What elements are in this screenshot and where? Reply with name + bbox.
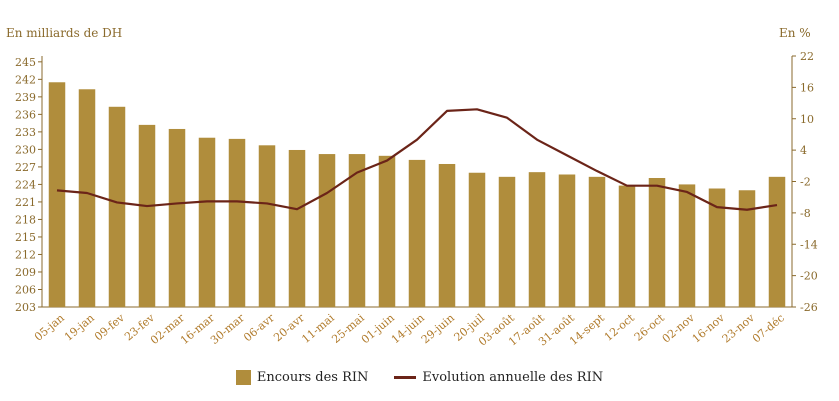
left-tick-label: 203 [15, 301, 36, 314]
bar [168, 128, 186, 307]
bar [618, 185, 636, 307]
x-tick-label: 11-mai [299, 311, 337, 346]
right-tick-label: -14 [800, 238, 818, 251]
left-tick-label: 236 [15, 108, 36, 121]
bar [498, 176, 516, 307]
bar [678, 184, 696, 307]
left-tick-label: 206 [15, 283, 36, 296]
left-tick-label: 224 [15, 178, 36, 191]
legend-bar-label: Encours des RIN [256, 370, 369, 385]
left-tick-label: 212 [15, 248, 36, 261]
bar [708, 188, 726, 307]
x-tick-label: 14-juin [389, 311, 427, 346]
x-tick-label: 06-avr [241, 311, 277, 344]
legend-line-label: Evolution annuelle des RIN [422, 370, 604, 385]
chart-legend: Encours des RIN Evolution annuelle des R… [0, 370, 839, 385]
right-tick-label: -2 [800, 176, 811, 189]
left-tick-label: 245 [15, 56, 36, 69]
left-axis-unit-label: En milliards de DH [6, 26, 123, 40]
x-tick-label: 29-juin [419, 311, 457, 346]
x-tick-label: 05-jan [32, 311, 67, 343]
legend-bar-swatch [235, 370, 251, 385]
bar [378, 155, 396, 307]
bar [198, 137, 216, 307]
bar [78, 89, 96, 307]
bar [528, 172, 546, 307]
bar [468, 172, 486, 307]
bar [408, 159, 426, 307]
x-tick-label: 23-nov [720, 311, 758, 346]
right-tick-label: -26 [800, 301, 818, 314]
x-tick-label: 12-oct [602, 311, 638, 344]
x-tick-label: 02-nov [660, 311, 698, 346]
right-tick-label: 16 [800, 81, 814, 94]
left-tick-label: 215 [15, 231, 36, 244]
legend-line-swatch [394, 376, 417, 379]
right-tick-label: 4 [800, 144, 807, 157]
bar [648, 177, 666, 307]
left-tick-label: 239 [15, 91, 36, 104]
bar [588, 176, 606, 307]
bar [768, 176, 786, 307]
x-tick-label: 07-déc [750, 311, 787, 345]
left-tick-label: 218 [15, 213, 36, 226]
left-tick-label: 209 [15, 266, 36, 279]
bar [318, 154, 336, 307]
left-tick-label: 221 [15, 196, 36, 209]
bar [348, 154, 366, 307]
bar [48, 82, 66, 307]
annual-change-line [56, 108, 778, 211]
left-tick-label: 242 [15, 73, 36, 86]
x-tick-label: 19-jan [62, 311, 97, 343]
left-tick-label: 227 [15, 161, 36, 174]
bar [288, 149, 306, 307]
right-tick-label: -8 [800, 207, 811, 220]
legend-item-bars: Encours des RIN [235, 370, 369, 385]
left-tick-label: 230 [15, 143, 36, 156]
bar [558, 174, 576, 307]
x-tick-label: 01-juin [359, 311, 397, 346]
bar [108, 106, 126, 307]
x-tick-label: 14-sept [567, 311, 607, 348]
bar [228, 138, 246, 307]
legend-item-line: Evolution annuelle des RIN [394, 370, 603, 385]
x-tick-label: 16-nov [690, 311, 728, 346]
left-tick-label: 233 [15, 126, 36, 139]
right-tick-label: 10 [800, 113, 814, 126]
bar [438, 163, 456, 307]
right-tick-label: -20 [800, 270, 818, 283]
right-axis-unit-label: En % [779, 26, 811, 40]
x-tick-label: 09-fev [92, 311, 127, 344]
x-tick-label: 30-mar [208, 311, 248, 347]
bar [738, 190, 756, 307]
bar [138, 124, 156, 308]
bar [258, 145, 276, 307]
right-tick-label: 22 [800, 50, 814, 63]
